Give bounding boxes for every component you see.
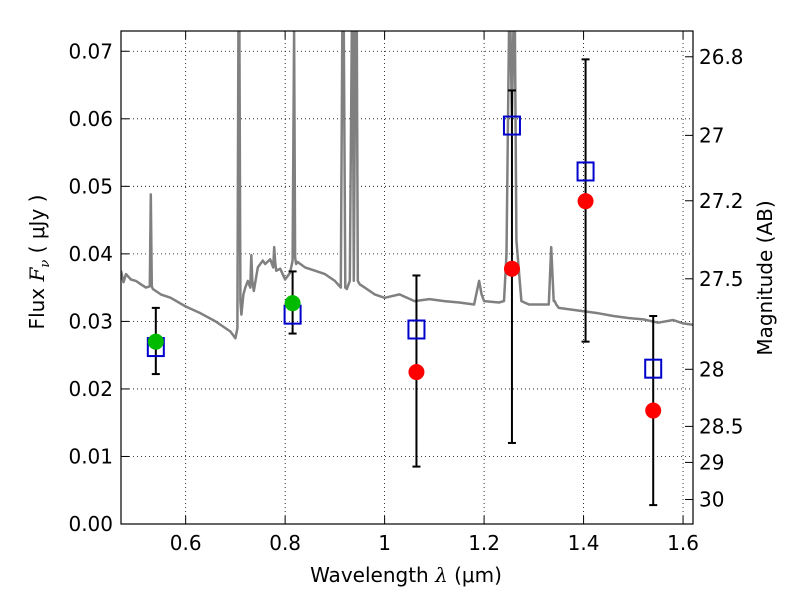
y2-tick-label: 28.5 — [699, 414, 744, 438]
y2-tick-label: 28 — [699, 357, 724, 381]
plot-content — [121, 31, 693, 507]
grid-lines — [121, 31, 693, 525]
x-tick-label: 1.2 — [468, 531, 500, 555]
data-point — [408, 364, 425, 381]
y2-tick-label: 29 — [699, 450, 724, 474]
model-square-marker — [502, 115, 521, 136]
y-tick-label: 0.02 — [68, 377, 113, 401]
y-tick-label: 0.01 — [68, 444, 113, 468]
data-point — [147, 333, 164, 350]
y-tick-label: 0.04 — [68, 242, 113, 266]
x-tick-label: 1 — [378, 531, 391, 555]
y2-tick-label: 27.2 — [699, 189, 744, 213]
y-axis-title: Flux Fν ( μJy ) — [25, 195, 53, 330]
y2-tick-label: 30 — [699, 487, 724, 511]
x-tick-label: 1.6 — [667, 531, 699, 555]
model-square-marker — [576, 161, 595, 182]
model-square-marker — [407, 319, 426, 340]
spectrum-line — [121, 31, 693, 340]
y-tick-label: 0.07 — [68, 39, 113, 63]
x-tick-label: 0.8 — [269, 531, 301, 555]
y2-tick-label: 26.8 — [699, 45, 744, 69]
data-point — [577, 193, 594, 210]
data-point — [645, 402, 662, 419]
axis-ticks: 0.6 0.8 1 1.2 1.4 1.6 0.00 0.01 0.02 0.03 0.04 0.05… — [68, 31, 744, 555]
x-tick-label: 1.4 — [568, 531, 600, 555]
y2-tick-label: 27 — [699, 123, 724, 147]
data-point — [284, 295, 301, 312]
x-axis-title: Wavelength λ (μm) — [310, 563, 502, 587]
y-tick-label: 0.00 — [68, 512, 113, 536]
y-tick-label: 0.06 — [68, 107, 113, 131]
y2-axis-title: Magnitude (AB) — [753, 200, 777, 355]
data-point — [503, 260, 520, 277]
y-tick-label: 0.03 — [68, 309, 113, 333]
plot-frame — [120, 30, 694, 525]
x-tick-label: 0.6 — [170, 531, 202, 555]
y-tick-label: 0.05 — [68, 174, 113, 198]
y2-tick-label: 27.5 — [699, 267, 744, 291]
model-square-marker — [644, 358, 663, 379]
